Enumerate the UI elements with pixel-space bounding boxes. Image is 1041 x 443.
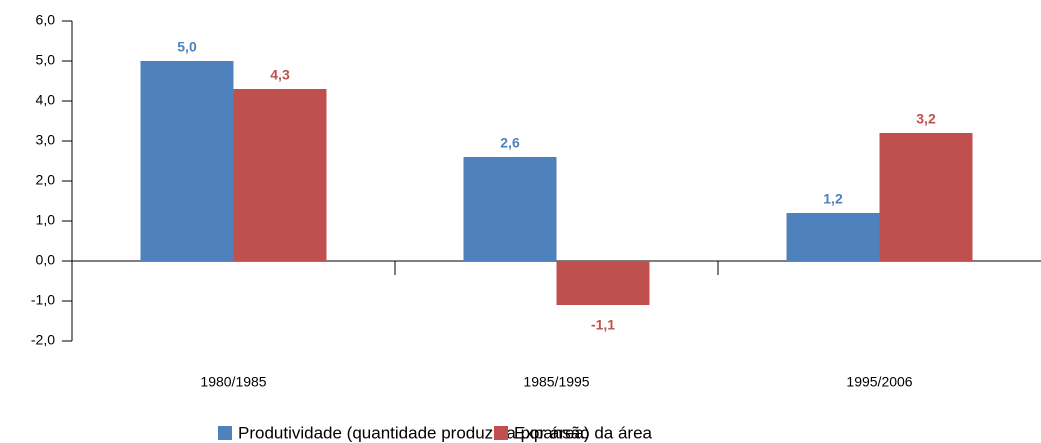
y-tick-label: 6,0 bbox=[36, 12, 56, 28]
value-label: 1,2 bbox=[823, 191, 843, 207]
y-tick-label: -1,0 bbox=[31, 292, 55, 308]
y-tick-label: 2,0 bbox=[36, 172, 56, 188]
bar bbox=[463, 157, 557, 261]
value-label: 2,6 bbox=[500, 135, 520, 151]
value-label: 4,3 bbox=[270, 67, 290, 83]
bar bbox=[879, 133, 973, 261]
x-tick-label: 1985/1995 bbox=[523, 374, 589, 390]
value-label: 3,2 bbox=[916, 111, 936, 127]
bar bbox=[140, 61, 234, 261]
y-tick-label: -2,0 bbox=[31, 332, 55, 348]
x-tick-label: 1980/1985 bbox=[200, 374, 266, 390]
value-label: 5,0 bbox=[177, 39, 197, 55]
y-tick-label: 3,0 bbox=[36, 132, 56, 148]
y-tick-label: 4,0 bbox=[36, 92, 56, 108]
bar bbox=[233, 89, 327, 261]
legend-label: Expansão da área bbox=[514, 423, 653, 442]
legend-swatch bbox=[218, 426, 232, 440]
y-tick-label: 1,0 bbox=[36, 212, 56, 228]
bar bbox=[786, 213, 880, 261]
bar bbox=[556, 261, 650, 305]
value-label: -1,1 bbox=[591, 317, 615, 333]
y-tick-label: 5,0 bbox=[36, 52, 56, 68]
legend-swatch bbox=[494, 426, 508, 440]
x-tick-label: 1995/2006 bbox=[846, 374, 912, 390]
y-tick-label: 0,0 bbox=[36, 252, 56, 268]
